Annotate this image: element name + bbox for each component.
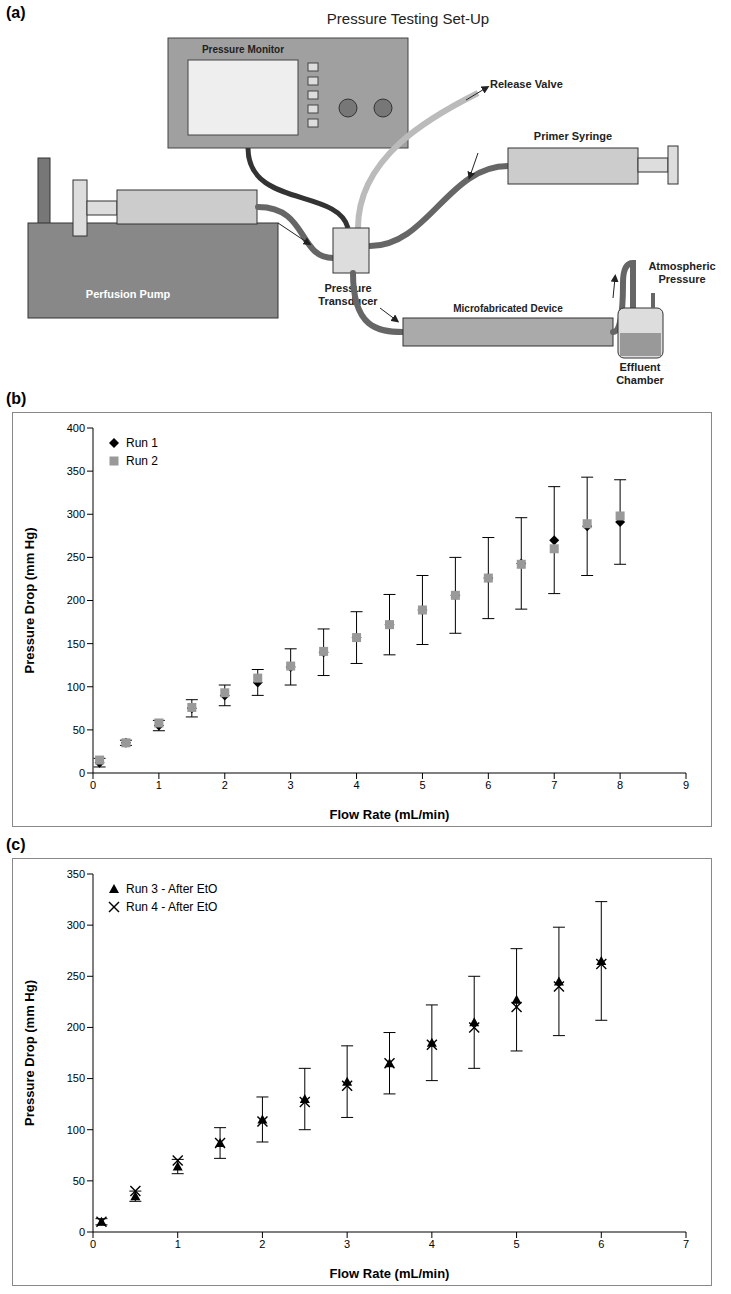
svg-text:0: 0 <box>90 1238 96 1250</box>
svg-text:0: 0 <box>79 1226 85 1238</box>
svg-text:150: 150 <box>67 638 85 650</box>
svg-text:100: 100 <box>67 681 85 693</box>
svg-text:5: 5 <box>419 779 425 791</box>
svg-text:350: 350 <box>67 868 85 880</box>
svg-text:Release Valve: Release Valve <box>490 78 563 90</box>
html-text:Run 1: Run 1 <box>126 436 158 450</box>
html-text:(b): (b) <box>6 390 27 407</box>
svg-text:2: 2 <box>259 1238 265 1250</box>
svg-text:EffluentChamber: EffluentChamber <box>616 361 664 386</box>
svg-text:Flow Rate (mL/min): Flow Rate (mL/min) <box>330 1266 450 1281</box>
svg-text:250: 250 <box>67 551 85 563</box>
svg-text:Pressure Monitor: Pressure Monitor <box>202 44 284 55</box>
svg-text:2: 2 <box>222 779 228 791</box>
svg-text:350: 350 <box>67 465 85 477</box>
svg-text:50: 50 <box>73 724 85 736</box>
svg-text:5: 5 <box>514 1238 520 1250</box>
svg-text:Microfabricated Device: Microfabricated Device <box>453 303 563 314</box>
svg-text:400: 400 <box>67 422 85 434</box>
svg-text:200: 200 <box>67 1021 85 1033</box>
svg-text:Perfusion Pump: Perfusion Pump <box>86 288 171 300</box>
html-text:Run 4 - After EtO: Run 4 - After EtO <box>126 900 218 914</box>
svg-text:Flow Rate (mL/min): Flow Rate (mL/min) <box>330 807 450 822</box>
svg-text:4: 4 <box>429 1238 435 1250</box>
svg-text:3: 3 <box>288 779 294 791</box>
svg-text:0: 0 <box>90 779 96 791</box>
svg-text:6: 6 <box>598 1238 604 1250</box>
svg-text:0: 0 <box>79 767 85 779</box>
svg-text:200: 200 <box>67 594 85 606</box>
svg-text:6: 6 <box>485 779 491 791</box>
html-text:(a): (a) <box>6 4 26 21</box>
svg-text:150: 150 <box>67 1072 85 1084</box>
svg-text:100: 100 <box>67 1124 85 1136</box>
svg-text:Pressure Testing Set-Up: Pressure Testing Set-Up <box>327 10 489 27</box>
svg-text:50: 50 <box>73 1175 85 1187</box>
html-text:(c): (c) <box>6 836 26 853</box>
svg-text:Primer Syringe: Primer Syringe <box>534 130 612 142</box>
html-text:Run 3 - After EtO: Run 3 - After EtO <box>126 882 218 896</box>
html-text:Run 2: Run 2 <box>126 454 158 468</box>
svg-text:9: 9 <box>683 779 689 791</box>
svg-text:AtmosphericPressure: AtmosphericPressure <box>648 260 715 285</box>
svg-text:Pressure Drop (mm Hg): Pressure Drop (mm Hg) <box>22 980 37 1126</box>
svg-text:8: 8 <box>617 779 623 791</box>
svg-text:250: 250 <box>67 970 85 982</box>
svg-text:300: 300 <box>67 508 85 520</box>
svg-text:7: 7 <box>683 1238 689 1250</box>
svg-text:300: 300 <box>67 919 85 931</box>
svg-text:Pressure Drop (mm Hg): Pressure Drop (mm Hg) <box>22 528 37 674</box>
svg-text:1: 1 <box>156 779 162 791</box>
svg-text:PressureTransducer: PressureTransducer <box>318 282 378 307</box>
svg-text:3: 3 <box>344 1238 350 1250</box>
svg-text:4: 4 <box>353 779 359 791</box>
svg-text:7: 7 <box>551 779 557 791</box>
svg-text:1: 1 <box>175 1238 181 1250</box>
